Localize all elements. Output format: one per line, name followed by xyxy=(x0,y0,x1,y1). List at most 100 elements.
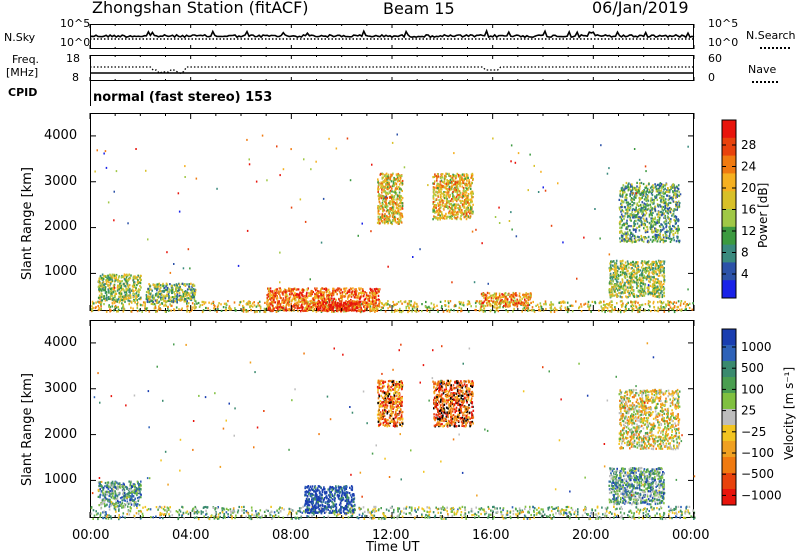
power-cell xyxy=(115,275,117,277)
power-cell xyxy=(343,291,345,293)
power-cell xyxy=(386,207,388,209)
power-cell xyxy=(461,308,463,310)
power-cell xyxy=(647,276,649,278)
power-cell xyxy=(538,306,540,308)
power-cell xyxy=(271,291,273,293)
power-cell xyxy=(194,305,196,307)
power-cell xyxy=(389,210,391,212)
power-cell xyxy=(379,301,381,303)
power-cell xyxy=(390,220,392,222)
power-cell xyxy=(445,215,447,217)
power-cell xyxy=(467,303,469,305)
power-cell xyxy=(277,308,279,310)
power-cell xyxy=(500,297,502,299)
power-cell xyxy=(635,261,637,263)
power-cell xyxy=(511,299,513,301)
power-cell xyxy=(340,309,342,311)
power-cell xyxy=(375,302,377,304)
power-cell xyxy=(640,279,642,281)
power-cell xyxy=(173,291,175,293)
power-cell xyxy=(116,293,118,295)
power-cell xyxy=(450,300,452,302)
power-cell xyxy=(469,303,471,305)
power-cell xyxy=(458,204,460,206)
power-cell xyxy=(648,293,650,295)
power-cell xyxy=(437,214,439,216)
power-cell xyxy=(475,302,477,304)
power-cell xyxy=(454,175,456,177)
power-cell xyxy=(644,260,646,262)
power-cell xyxy=(455,205,457,207)
power-cell xyxy=(133,277,135,279)
power-cell xyxy=(111,281,113,283)
power-cell xyxy=(336,289,338,291)
power-cell xyxy=(193,294,195,296)
power-cell xyxy=(391,188,393,190)
power-cell xyxy=(626,265,628,267)
power-cell xyxy=(120,287,122,289)
power-cell xyxy=(270,287,272,289)
power-cell xyxy=(340,302,342,304)
power-cell xyxy=(468,179,470,181)
power-cell xyxy=(627,270,629,272)
power-cell xyxy=(285,291,287,293)
power-cell xyxy=(457,194,459,196)
power-cell xyxy=(285,307,287,309)
power-cell xyxy=(685,309,687,311)
power-cell xyxy=(460,176,462,178)
power-cell xyxy=(654,282,656,284)
power-cell xyxy=(644,294,646,296)
power-cell xyxy=(503,305,505,307)
power-cell xyxy=(459,207,461,209)
power-cell xyxy=(104,275,106,277)
power-cell xyxy=(644,271,646,273)
power-cell xyxy=(481,309,483,311)
power-cell xyxy=(107,285,109,287)
power-cell xyxy=(144,301,146,303)
power-cell xyxy=(155,299,157,301)
power-cell xyxy=(661,290,663,292)
power-cell xyxy=(126,291,128,293)
power-cell xyxy=(207,307,209,309)
power-cell xyxy=(130,301,132,303)
power-cell xyxy=(380,174,382,176)
power-cell xyxy=(337,305,339,307)
power-cell xyxy=(302,289,304,291)
power-cell xyxy=(458,188,460,190)
power-cell xyxy=(483,297,485,299)
power-cell xyxy=(150,296,152,298)
power-cell xyxy=(650,204,652,206)
power-cell xyxy=(647,221,649,223)
power-cell xyxy=(433,198,435,200)
power-cell xyxy=(186,303,188,305)
power-cell xyxy=(433,193,435,195)
power-cell xyxy=(364,310,366,312)
power-cell xyxy=(366,292,368,294)
power-cell xyxy=(481,300,483,302)
power-cell xyxy=(394,211,396,213)
power-cell xyxy=(660,266,662,268)
power-cell xyxy=(283,309,285,311)
power-cell xyxy=(150,293,152,295)
power-cell xyxy=(138,291,140,293)
power-cell xyxy=(127,299,129,301)
power-cell xyxy=(125,280,127,282)
power-cell xyxy=(518,302,520,304)
power-cell xyxy=(610,280,612,282)
power-cell xyxy=(399,213,401,215)
power-cell xyxy=(387,307,389,309)
power-cell xyxy=(377,206,379,208)
power-cell xyxy=(676,230,678,232)
power-cell xyxy=(639,274,641,276)
power-cell xyxy=(450,213,452,215)
power-cell xyxy=(322,309,324,311)
power-cell xyxy=(333,298,335,300)
power-cell xyxy=(663,213,665,215)
power-cell xyxy=(393,201,395,203)
power-cell xyxy=(550,308,552,310)
power-cell xyxy=(508,294,510,296)
power-cell xyxy=(451,175,453,177)
power-cell xyxy=(609,310,611,312)
power-cell xyxy=(105,299,107,301)
power-cell xyxy=(271,301,273,303)
